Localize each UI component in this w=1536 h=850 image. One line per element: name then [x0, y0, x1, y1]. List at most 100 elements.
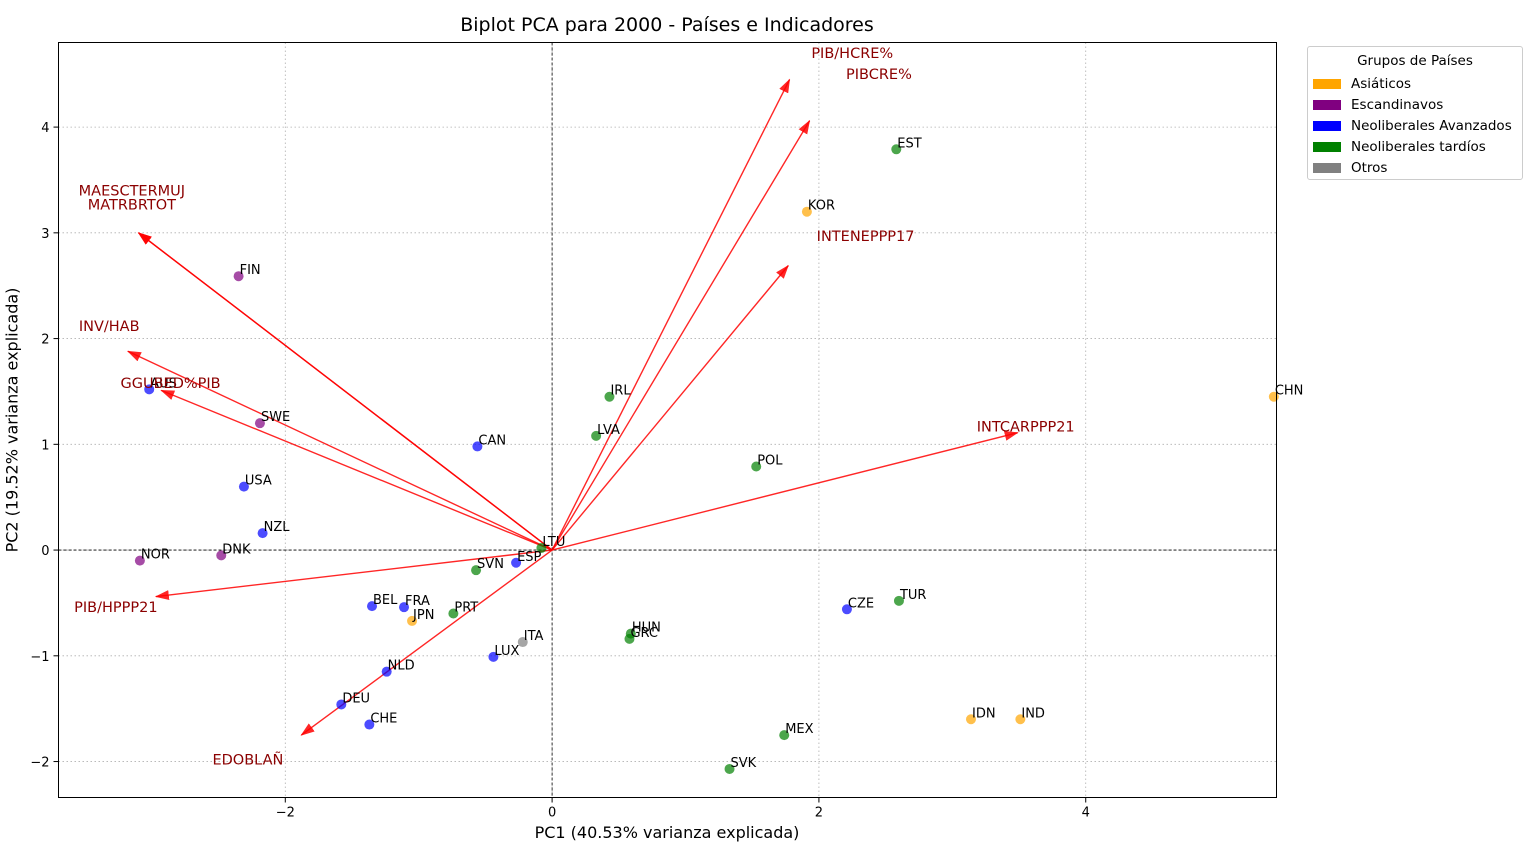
country-point	[336, 699, 347, 710]
country-label: SVN	[477, 557, 504, 572]
country-point	[891, 144, 902, 155]
country-label: IDN	[972, 706, 996, 721]
legend-item-asiaticos: Asiáticos	[1308, 73, 1522, 94]
legend-label: Neoliberales Avanzados	[1351, 117, 1512, 134]
country-point	[801, 206, 812, 217]
loading-arrows	[126, 78, 1019, 736]
country-point	[216, 550, 227, 561]
country-label: USA	[245, 474, 272, 489]
country-point	[134, 555, 145, 566]
country-label: DEU	[342, 691, 370, 706]
country-label: MEX	[785, 722, 813, 737]
legend-label: Asiáticos	[1351, 75, 1412, 92]
country-point	[238, 481, 249, 492]
country-label: AUS	[150, 376, 177, 391]
country-label: LVA	[597, 423, 620, 438]
country-labels: AUS FIN SWE USA NZL NOR DNK CAN IRL LVA POL KOR EST C…	[141, 136, 1304, 771]
country-point	[1015, 714, 1026, 725]
y-tick-label: 2	[41, 333, 49, 348]
country-label: CHE	[370, 712, 397, 727]
y-tick-label: −2	[30, 756, 49, 771]
legend-label: Neoliberales tardíos	[1351, 138, 1486, 155]
country-point	[399, 602, 410, 613]
x-tick-label: 0	[548, 806, 556, 821]
loading-label: INTENEPPP17	[817, 229, 915, 245]
country-label: BEL	[373, 593, 398, 608]
country-label: ESP	[517, 550, 541, 565]
country-point	[471, 565, 482, 576]
country-label: HUN	[632, 621, 661, 636]
x-tick-label: 2	[815, 806, 823, 821]
plot-frame	[58, 42, 1277, 798]
legend-swatch	[1313, 99, 1341, 110]
country-label: SWE	[261, 410, 290, 425]
axes: −2 0 2 4 −2 −1 0 1 2 3 4	[30, 42, 1277, 821]
y-tick-label: 0	[41, 544, 49, 559]
country-label: PRT	[454, 601, 478, 616]
country-label: TUR	[899, 588, 927, 603]
country-point	[624, 633, 635, 644]
country-point	[381, 666, 392, 677]
country-label: LTU	[542, 535, 565, 550]
country-label: FRA	[405, 594, 430, 609]
legend-swatch	[1313, 120, 1341, 131]
country-label: ITA	[524, 629, 544, 644]
country-label: GRC	[630, 626, 658, 641]
legend-swatch	[1313, 78, 1341, 89]
country-point	[254, 418, 265, 429]
country-point	[364, 719, 375, 730]
country-label: SVK	[731, 756, 757, 771]
legend-swatch	[1313, 141, 1341, 152]
country-point	[144, 384, 155, 395]
loading-label: INV/HAB	[79, 319, 140, 335]
country-label: FIN	[240, 263, 261, 278]
loading-arrow	[551, 78, 791, 551]
country-point	[536, 542, 547, 553]
loading-arrow	[160, 389, 553, 551]
y-tick-label: 3	[41, 227, 49, 242]
legend-swatch	[1313, 162, 1341, 173]
chart-title: Biplot PCA para 2000 - Países e Indicado…	[460, 14, 874, 36]
country-point	[472, 441, 483, 452]
loading-arrow	[137, 232, 553, 551]
country-point	[604, 391, 615, 402]
country-label: LUX	[494, 644, 519, 659]
country-label: KOR	[808, 199, 835, 214]
country-point	[779, 730, 790, 741]
country-point	[257, 528, 268, 539]
legend-item-neoliberales-tardios: Neoliberales tardíos	[1308, 136, 1522, 157]
country-point	[367, 601, 378, 612]
country-point	[407, 615, 418, 626]
country-label: NOR	[141, 548, 170, 563]
loading-label: PIB/HCRE%	[811, 46, 893, 62]
country-point	[448, 608, 459, 619]
country-point	[591, 430, 602, 441]
country-label: CZE	[848, 596, 874, 611]
country-point	[517, 637, 528, 648]
legend-title: Grupos de Países	[1357, 53, 1473, 69]
legend-label: Escandinavos	[1351, 96, 1444, 113]
country-label: CAN	[478, 433, 506, 448]
country-point	[751, 461, 762, 472]
legend-item-escandinavos: Escandinavos	[1308, 94, 1522, 115]
country-label: DNK	[222, 542, 251, 557]
country-point	[965, 714, 976, 725]
country-point	[488, 651, 499, 662]
loading-label: INTCARPPP21	[977, 419, 1075, 435]
x-tick-label: −2	[276, 806, 295, 821]
y-tick-label: −1	[30, 650, 49, 665]
loading-label: GGUBED%PIB	[121, 376, 221, 392]
grid-lines	[58, 42, 1277, 798]
loading-arrow	[126, 350, 553, 551]
x-tick-label: 4	[1082, 806, 1090, 821]
country-point	[511, 557, 522, 568]
y-tick-label: 1	[41, 438, 49, 453]
country-label: POL	[757, 454, 783, 469]
country-point	[893, 595, 904, 606]
y-axis-label: PC2 (19.52% varianza explicada)	[2, 287, 22, 553]
legend-item-neoliberales-avanzados: Neoliberales Avanzados	[1308, 115, 1522, 136]
x-axis-label: PC1 (40.53% varianza explicada)	[534, 823, 800, 842]
y-tick-label: 4	[41, 121, 49, 136]
